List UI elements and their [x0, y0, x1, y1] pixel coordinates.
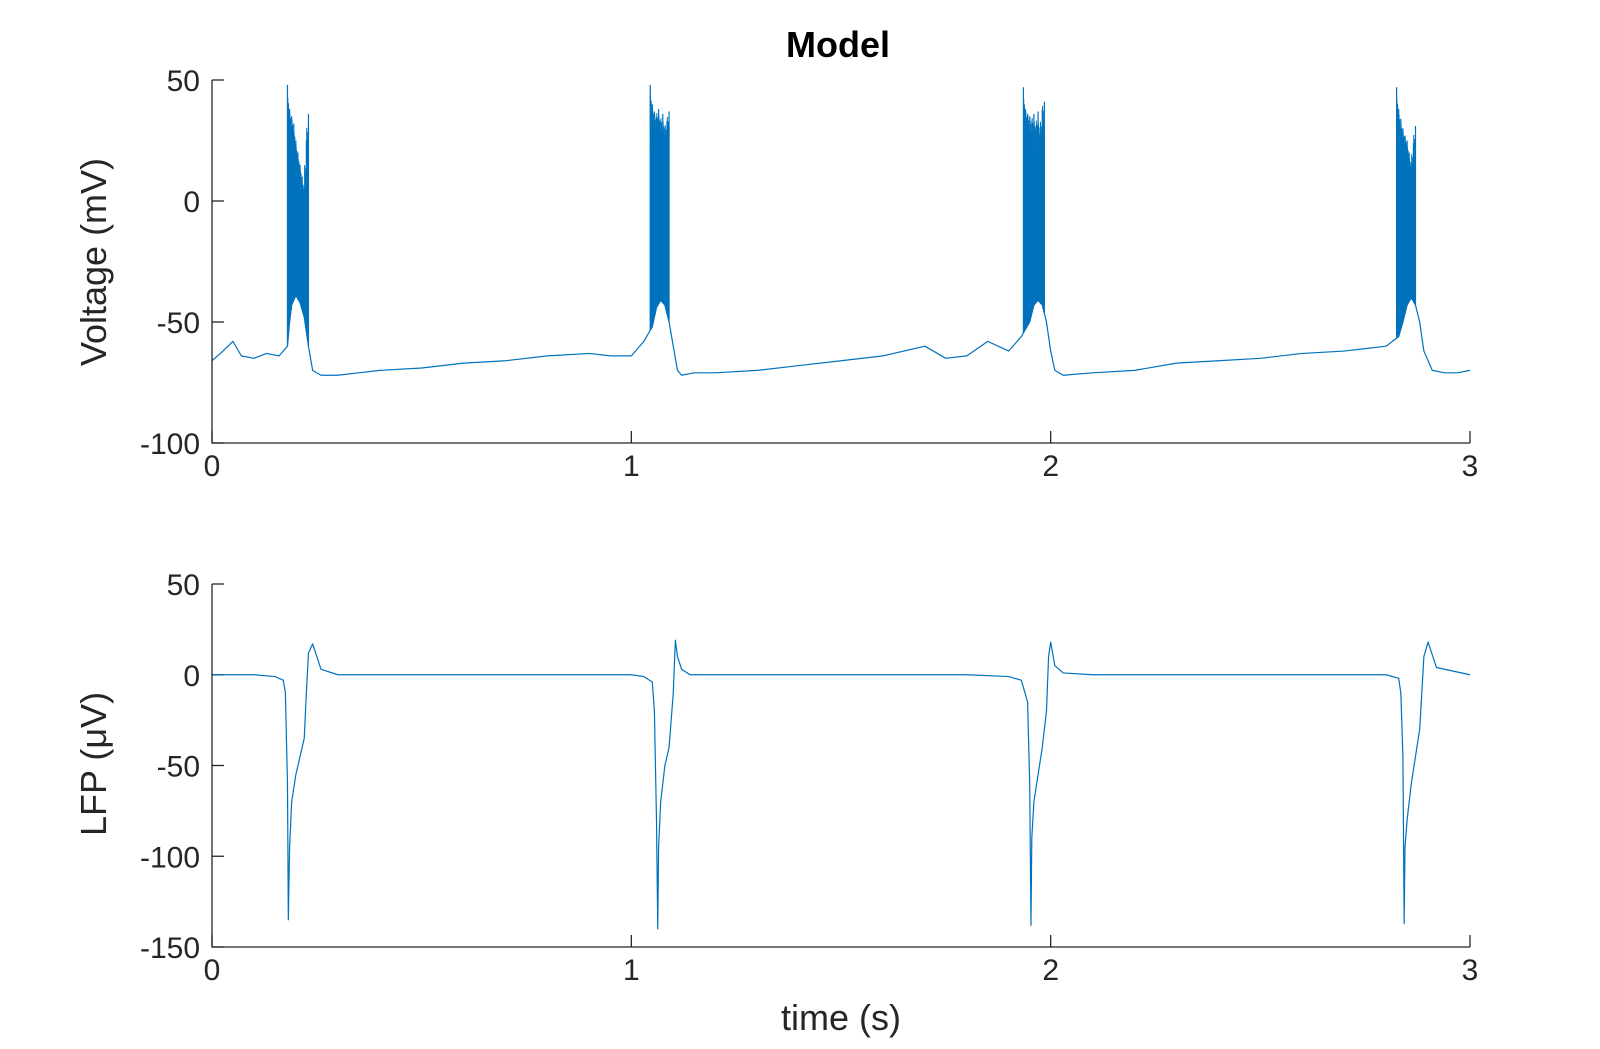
voltage-panel: Model Voltage (mV) 0 1 2 3 -100 -50 0 50: [73, 24, 1478, 483]
voltage-spike-burst: [649, 84, 670, 331]
lfp-panel: LFP (μV) time (s) 0 1 2 3 -150 -100 -50 0 50: [73, 569, 1478, 1038]
voltage-x-tick-label: 3: [1462, 450, 1479, 483]
lfp-x-tick-label: 2: [1042, 954, 1059, 987]
lfp-plot-area: [212, 639, 1471, 930]
voltage-ticks: 0 1 2 3 -100 -50 0 50: [140, 65, 1478, 483]
lfp-x-tick-label: 1: [623, 954, 640, 987]
chart-title: Model: [786, 24, 890, 65]
voltage-plot-area: [211, 84, 1471, 376]
lfp-x-tick-label: 3: [1462, 954, 1479, 987]
voltage-x-tick-label: 1: [623, 450, 640, 483]
y-axis-label-voltage: Voltage (mV): [73, 158, 114, 366]
lfp-trace: [212, 639, 1471, 930]
voltage-y-tick-label: 0: [183, 186, 200, 219]
x-axis-label-time: time (s): [781, 997, 901, 1038]
voltage-y-tick-label: -50: [157, 307, 200, 340]
y-axis-label-lfp: LFP (μV): [73, 692, 114, 836]
voltage-spike-burst: [1022, 87, 1045, 333]
lfp-x-tick-label: 0: [204, 954, 221, 987]
voltage-spike-burst: [1396, 87, 1417, 339]
voltage-axes-box: [211, 80, 1470, 444]
voltage-y-tick-label: 50: [167, 65, 200, 98]
voltage-trace: [211, 294, 1471, 376]
lfp-axes-box: [211, 584, 1470, 948]
voltage-x-tick-label: 0: [204, 450, 221, 483]
voltage-x-tick-label: 2: [1042, 450, 1059, 483]
lfp-y-tick-label: -100: [140, 841, 200, 874]
lfp-y-tick-label: -50: [157, 751, 200, 784]
voltage-y-tick-label: -100: [140, 428, 200, 461]
voltage-spike-burst: [286, 84, 310, 347]
lfp-y-tick-label: -150: [140, 932, 200, 965]
lfp-y-tick-label: 0: [183, 660, 200, 693]
lfp-y-tick-label: 50: [167, 569, 200, 602]
lfp-ticks: 0 1 2 3 -150 -100 -50 0 50: [140, 569, 1478, 987]
